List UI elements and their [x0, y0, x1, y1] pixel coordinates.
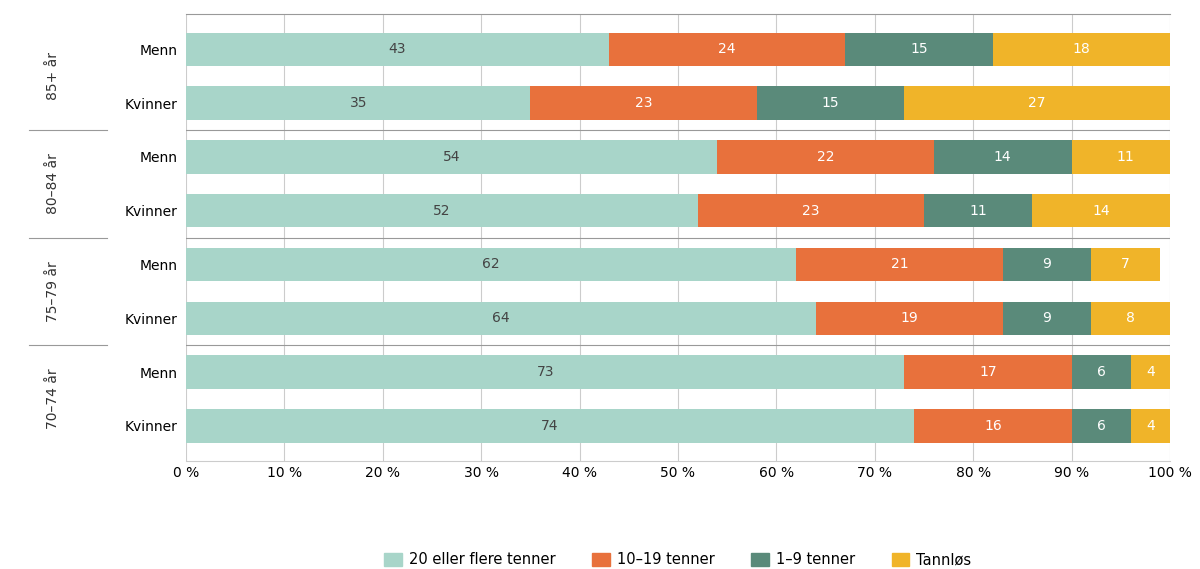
Bar — [530, 86, 757, 119]
Bar — [816, 302, 1003, 335]
Text: 17: 17 — [979, 365, 997, 379]
Bar — [610, 32, 845, 66]
Bar — [1130, 409, 1170, 443]
Bar — [905, 86, 1170, 119]
Bar — [186, 140, 718, 174]
Text: 6: 6 — [1097, 419, 1105, 433]
Bar — [934, 140, 1072, 174]
Text: 43: 43 — [389, 42, 407, 56]
Text: 64: 64 — [492, 311, 510, 325]
Text: 14: 14 — [1092, 204, 1110, 218]
Text: 9: 9 — [1043, 257, 1051, 271]
Bar — [992, 32, 1170, 66]
Text: 11: 11 — [970, 204, 986, 218]
Bar — [186, 248, 796, 281]
Text: 24: 24 — [719, 42, 736, 56]
Text: 4: 4 — [1146, 365, 1154, 379]
Bar — [186, 194, 697, 228]
Bar — [1003, 302, 1091, 335]
Bar — [186, 356, 905, 389]
Text: 21: 21 — [890, 257, 908, 271]
Text: 35: 35 — [349, 96, 367, 110]
Bar — [757, 86, 905, 119]
Bar — [1130, 356, 1170, 389]
Text: 23: 23 — [802, 204, 820, 218]
Bar — [796, 248, 1003, 281]
Text: 8: 8 — [1127, 311, 1135, 325]
Text: 85+ år: 85+ år — [46, 52, 60, 100]
Text: 16: 16 — [984, 419, 1002, 433]
Text: 7: 7 — [1121, 257, 1130, 271]
Text: 70–74 år: 70–74 år — [46, 369, 60, 430]
Text: 15: 15 — [822, 96, 839, 110]
Bar — [1003, 248, 1091, 281]
Text: 23: 23 — [635, 96, 653, 110]
Bar — [186, 302, 816, 335]
Bar — [697, 194, 924, 228]
Bar — [914, 409, 1072, 443]
Text: 15: 15 — [911, 42, 928, 56]
Text: 27: 27 — [1028, 96, 1046, 110]
Text: 9: 9 — [1043, 311, 1051, 325]
Text: 4: 4 — [1146, 419, 1154, 433]
Bar — [186, 409, 914, 443]
Text: 73: 73 — [536, 365, 554, 379]
Bar — [1032, 194, 1170, 228]
Bar — [186, 32, 610, 66]
Text: 14: 14 — [994, 150, 1012, 164]
Text: 11: 11 — [1117, 150, 1134, 164]
Bar — [845, 32, 992, 66]
Bar — [924, 194, 1032, 228]
Text: 75–79 år: 75–79 år — [46, 261, 60, 321]
Bar — [1091, 248, 1160, 281]
Text: 19: 19 — [900, 311, 918, 325]
Legend: 20 eller flere tenner, 10–19 tenner, 1–9 tenner, Tannløs: 20 eller flere tenner, 10–19 tenner, 1–9… — [384, 552, 972, 567]
Text: 80–84 år: 80–84 år — [46, 153, 60, 214]
Bar — [1072, 356, 1130, 389]
Bar — [905, 356, 1072, 389]
Text: 6: 6 — [1097, 365, 1105, 379]
Bar — [1072, 409, 1130, 443]
Text: 22: 22 — [817, 150, 834, 164]
Text: 74: 74 — [541, 419, 559, 433]
Bar — [718, 140, 934, 174]
Bar — [1091, 302, 1170, 335]
Text: 52: 52 — [433, 204, 450, 218]
Bar — [186, 86, 530, 119]
Bar — [1072, 140, 1180, 174]
Text: 62: 62 — [482, 257, 500, 271]
Text: 54: 54 — [443, 150, 461, 164]
Text: 18: 18 — [1073, 42, 1091, 56]
